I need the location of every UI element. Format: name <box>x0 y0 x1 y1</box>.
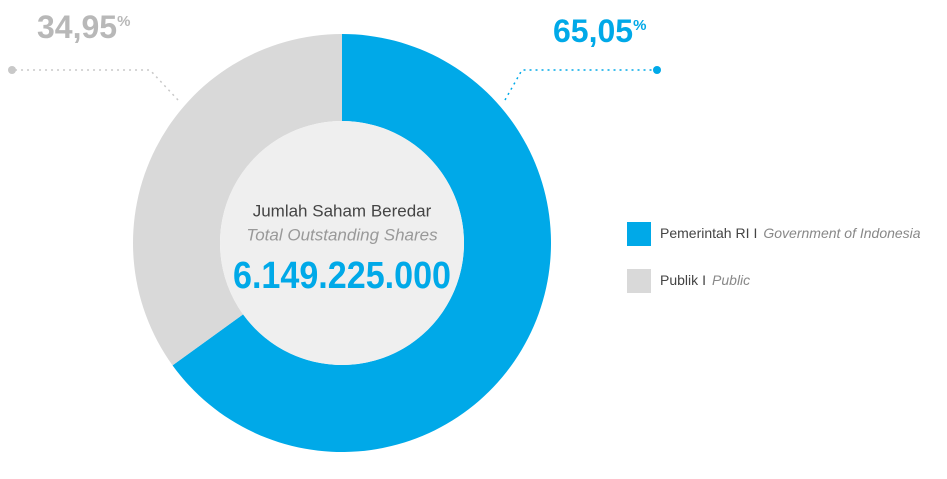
leader-dot <box>8 66 16 74</box>
legend-separator: I <box>753 225 757 241</box>
legend-swatch <box>627 222 651 246</box>
center-value: 6.149.225.000 <box>233 255 451 297</box>
legend-name: Pemerintah RI <box>660 225 749 241</box>
center-title: Jumlah Saham Beredar <box>253 201 432 220</box>
legend-name: Publik <box>660 272 699 288</box>
donut-segment <box>133 34 342 366</box>
center-subtitle: Total Outstanding Shares <box>246 225 438 244</box>
legend-translation: Public <box>712 272 750 288</box>
leader-line <box>504 69 657 101</box>
legend-label: Publik I Public <box>660 272 750 288</box>
legend-swatch <box>627 269 651 293</box>
donut-segment <box>172 34 552 452</box>
legend-label: Pemerintah RI I Government of Indonesia <box>660 225 921 241</box>
legend-separator: I <box>702 272 706 288</box>
value-label: 34,95% <box>37 9 130 45</box>
donut-hole <box>220 121 464 365</box>
legend-translation: Government of Indonesia <box>763 225 920 241</box>
value-label: 65,05% <box>553 13 646 49</box>
leader-line <box>12 69 179 101</box>
leader-dot <box>653 66 661 74</box>
